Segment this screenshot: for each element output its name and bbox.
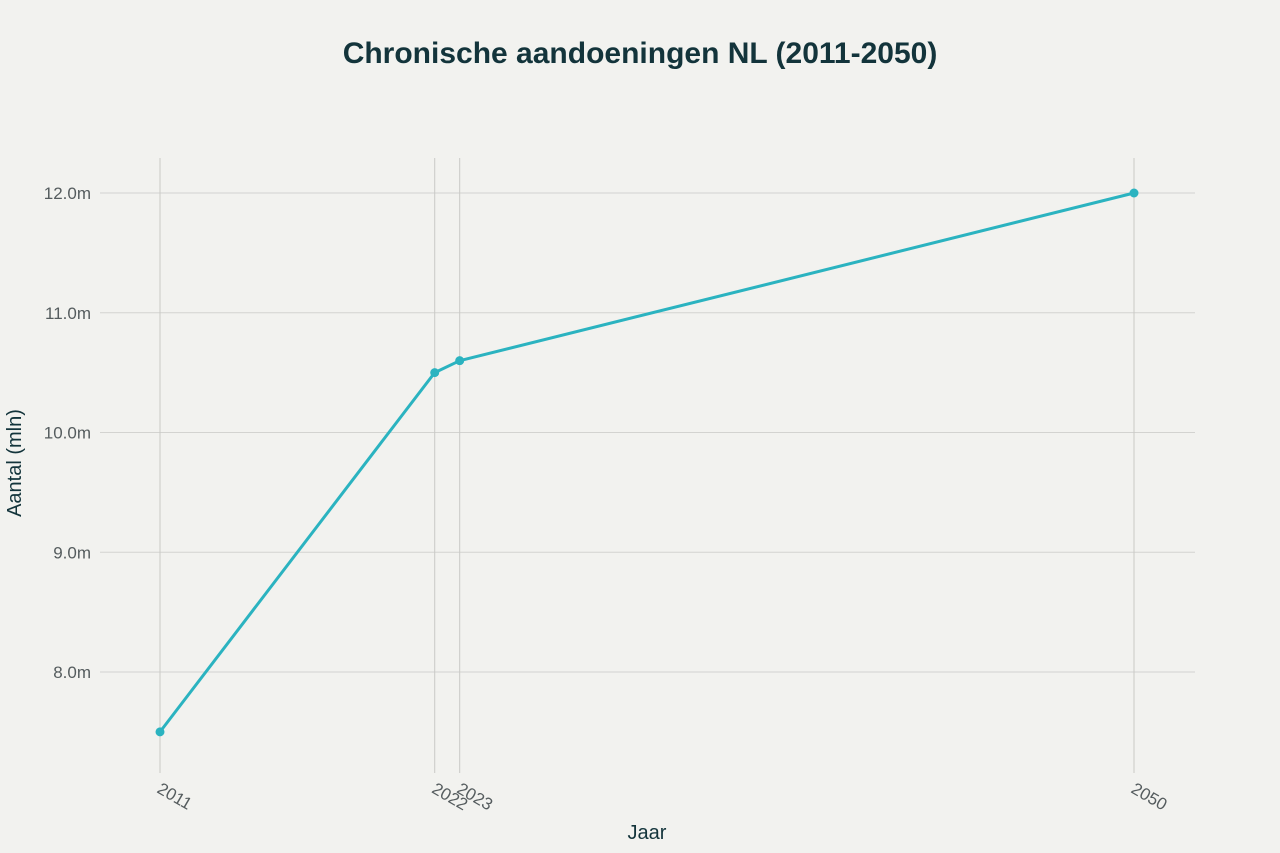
- grid: [100, 158, 1195, 773]
- series-line: [158, 191, 1136, 734]
- data-point[interactable]: [1129, 188, 1139, 198]
- y-tick-label: 12.0m: [44, 184, 91, 203]
- y-tick-label: 11.0m: [45, 304, 91, 323]
- x-tick-label: 2011: [154, 779, 195, 814]
- y-tick-label: 8.0m: [53, 663, 91, 682]
- data-point[interactable]: [155, 727, 165, 737]
- y-axis-title: Aantal (mln): [4, 409, 26, 517]
- x-axis-title: Jaar: [628, 822, 667, 844]
- x-tick-label: 2050: [1128, 779, 1170, 814]
- data-point[interactable]: [430, 368, 440, 378]
- y-axis-ticks: 8.0m 9.0m 10.0m 11.0m 12.0m: [44, 184, 91, 682]
- chart-title: Chronische aandoeningen NL (2011-2050): [343, 37, 938, 70]
- y-tick-label: 9.0m: [53, 543, 91, 562]
- series-layer: [155, 188, 1139, 737]
- y-tick-label: 10.0m: [44, 424, 91, 443]
- data-point[interactable]: [455, 356, 465, 366]
